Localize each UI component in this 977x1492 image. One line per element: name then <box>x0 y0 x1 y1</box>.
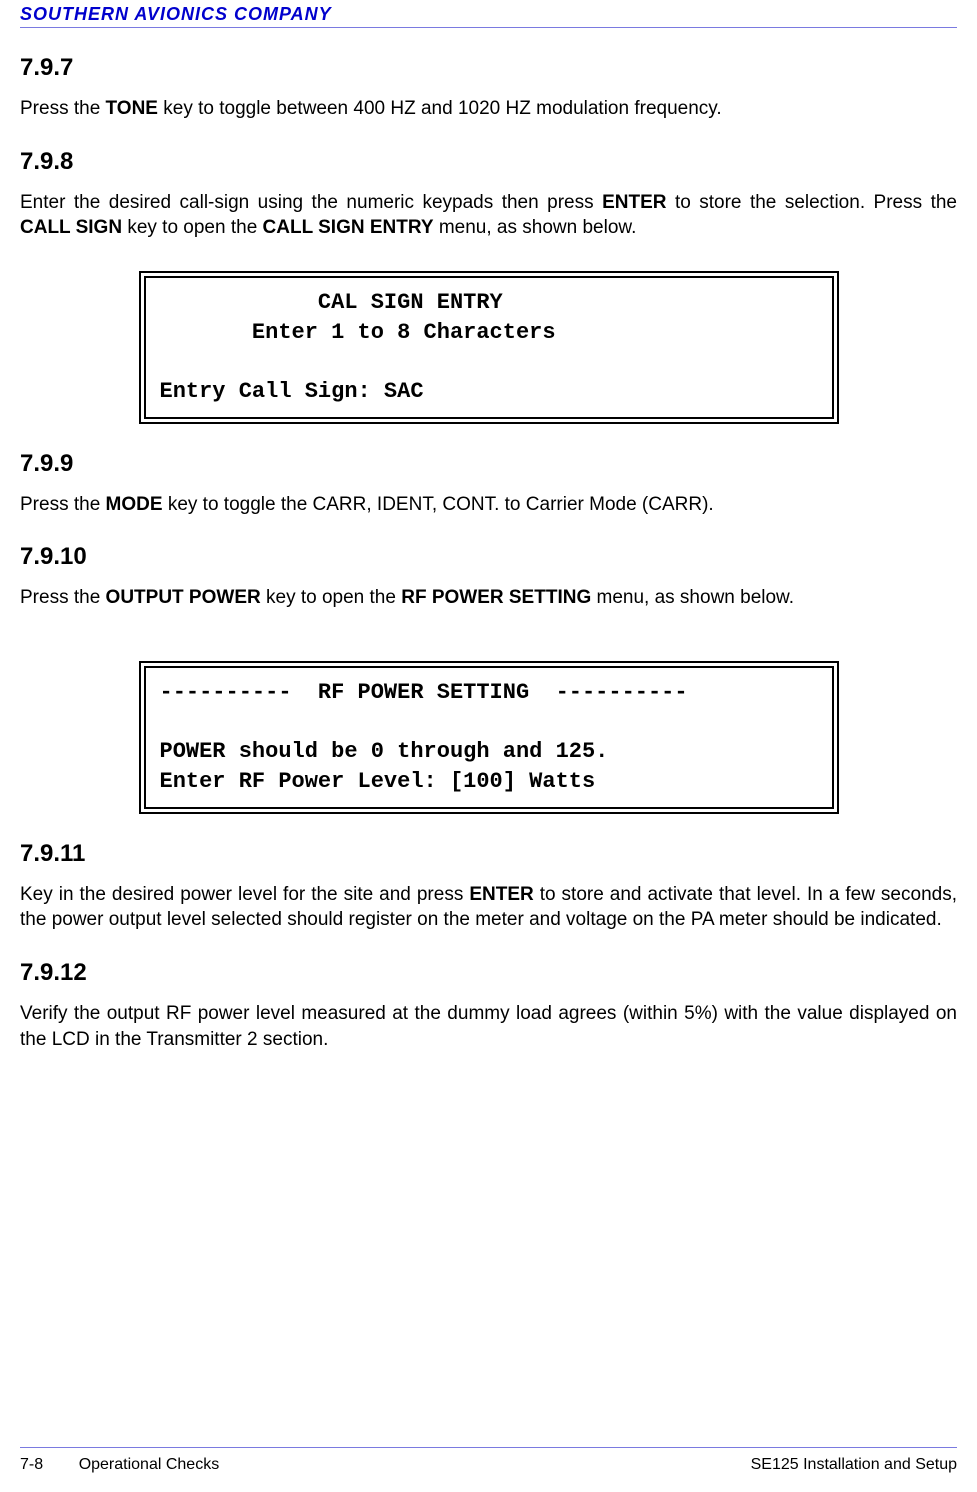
footer-rule <box>20 1447 957 1448</box>
section-number-7-9-8: 7.9.8 <box>20 148 957 176</box>
key-mode: MODE <box>106 494 163 515</box>
text: key to toggle the CARR, IDENT, CONT. to … <box>163 494 714 515</box>
text: Press the <box>20 587 106 608</box>
key-output-power: OUTPUT POWER <box>106 587 261 608</box>
text: Enter the desired call-sign using the nu… <box>20 192 602 213</box>
paragraph-7-9-9: Press the MODE key to toggle the CARR, I… <box>20 492 957 518</box>
section-number-7-9-12: 7.9.12 <box>20 959 957 987</box>
key-enter: ENTER <box>469 884 533 905</box>
lcd-screen-rf-power: ---------- RF POWER SETTING ---------- P… <box>139 661 839 814</box>
footer-left: 7-8 Operational Checks <box>20 1456 219 1474</box>
paragraph-7-9-11: Key in the desired power level for the s… <box>20 882 957 933</box>
key-enter: ENTER <box>602 192 666 213</box>
paragraph-7-9-7: Press the TONE key to toggle between 400… <box>20 96 957 122</box>
page-footer: 7-8 Operational Checks SE125 Installatio… <box>20 1447 957 1474</box>
text: key to open the <box>261 587 402 608</box>
lcd-screen-content: ---------- RF POWER SETTING ---------- P… <box>144 666 834 809</box>
header-rule <box>20 27 957 28</box>
lcd-screen-call-sign: CAL SIGN ENTRY Enter 1 to 8 Characters E… <box>139 271 839 424</box>
menu-call-sign-entry: CALL SIGN ENTRY <box>263 217 434 238</box>
paragraph-7-9-10: Press the OUTPUT POWER key to open the R… <box>20 585 957 611</box>
text: key to open the <box>122 217 263 238</box>
section-number-7-9-9: 7.9.9 <box>20 450 957 478</box>
section-number-7-9-7: 7.9.7 <box>20 54 957 82</box>
lcd-screen-content: CAL SIGN ENTRY Enter 1 to 8 Characters E… <box>144 276 834 419</box>
company-header: SOUTHERN AVIONICS COMPANY <box>20 0 957 25</box>
section-number-7-9-10: 7.9.10 <box>20 543 957 571</box>
page-number: 7-8 <box>20 1456 43 1473</box>
paragraph-7-9-12: Verify the output RF power level measure… <box>20 1001 957 1052</box>
text: menu, as shown below. <box>434 217 637 238</box>
section-title: Operational Checks <box>79 1456 220 1473</box>
text: Key in the desired power level for the s… <box>20 884 469 905</box>
text: Press the <box>20 494 106 515</box>
paragraph-7-9-8: Enter the desired call-sign using the nu… <box>20 190 957 241</box>
key-tone: TONE <box>106 98 158 119</box>
text: menu, as shown below. <box>591 587 794 608</box>
text: Press the <box>20 98 106 119</box>
key-call-sign: CALL SIGN <box>20 217 122 238</box>
menu-rf-power-setting: RF POWER SETTING <box>401 587 591 608</box>
text: key to toggle between 400 HZ and 1020 HZ… <box>158 98 722 119</box>
text: to store the selection. Press the <box>666 192 957 213</box>
footer-right: SE125 Installation and Setup <box>751 1456 957 1474</box>
section-number-7-9-11: 7.9.11 <box>20 840 957 868</box>
